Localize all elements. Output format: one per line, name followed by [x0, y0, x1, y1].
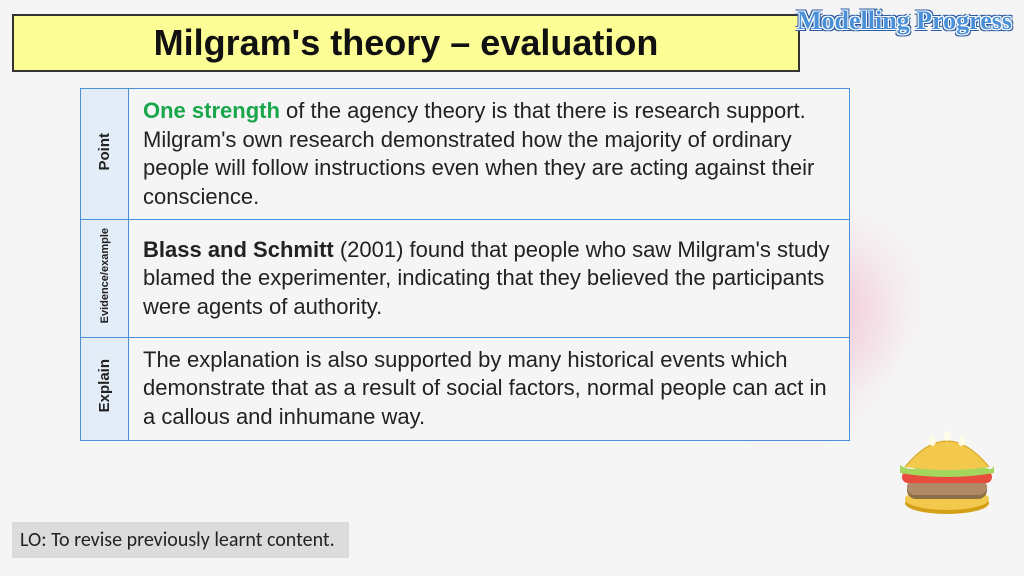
row-lead: Blass and Schmitt — [143, 237, 340, 262]
row-content: One strength of the agency theory is tha… — [129, 89, 850, 220]
page-title: Milgram's theory – evaluation — [154, 22, 659, 64]
burger-icon — [892, 421, 1002, 516]
table-row: Explain The explanation is also supported… — [81, 337, 850, 440]
title-banner: Milgram's theory – evaluation — [12, 14, 800, 72]
evaluation-table: Point One strength of the agency theory i… — [80, 88, 850, 441]
row-label: Point — [96, 125, 113, 179]
row-body: The explanation is also supported by man… — [143, 347, 827, 429]
row-label-cell: Explain — [81, 337, 129, 440]
row-label-cell: Evidence/example — [81, 220, 129, 337]
row-lead: One strength — [143, 98, 286, 123]
watermark-text: Modelling Progress — [797, 6, 1012, 36]
row-content: The explanation is also supported by man… — [129, 337, 850, 440]
evaluation-table-body: Point One strength of the agency theory i… — [81, 89, 850, 441]
learning-objective: LO: To revise previously learnt content. — [12, 522, 349, 558]
row-label: Evidence/example — [99, 220, 111, 331]
table-row: Evidence/example Blass and Schmitt (2001)… — [81, 220, 850, 337]
table-row: Point One strength of the agency theory i… — [81, 89, 850, 220]
row-content: Blass and Schmitt (2001) found that peop… — [129, 220, 850, 337]
row-label: Explain — [96, 351, 113, 420]
row-label-cell: Point — [81, 89, 129, 220]
